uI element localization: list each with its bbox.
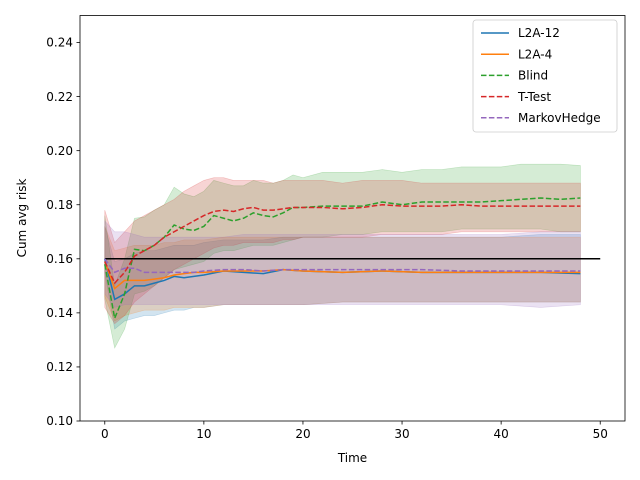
y-tick-label: 0.12 [46,360,73,374]
y-tick-label: 0.16 [46,252,73,266]
y-tick-label: 0.14 [46,306,73,320]
y-tick-label: 0.22 [46,90,73,104]
series-line-blind [104,197,581,321]
band-markovhedge [104,220,581,308]
confidence-bands [104,163,581,349]
plot-frame [79,15,626,422]
x-tick-label: 30 [394,427,409,441]
series-line-markovhedge [104,258,581,274]
band-l2a-4 [104,226,581,322]
x-axis-label: Time [337,451,367,465]
x-tick-label: 0 [101,427,109,441]
legend-label-l2a-12: L2A-12 [518,26,560,40]
band-l2a-12 [104,226,581,330]
legend-label-blind: Blind [518,69,548,83]
x-axis-ticks: 0 10 20 30 40 50 [101,421,608,441]
y-axis-label: Cum avg risk [15,179,29,258]
legend-label-t-test: T-Test [517,90,551,104]
y-tick-label: 0.10 [46,414,73,428]
series-line-t-test [104,203,581,285]
legend-box [472,19,618,133]
band-t-test [104,177,581,325]
legend-label-l2a-4: L2A-4 [518,47,552,61]
y-tick-label: 0.18 [46,198,73,212]
x-tick-label: 50 [593,427,608,441]
x-tick-label: 40 [493,427,508,441]
series-line-l2a-4 [104,261,581,290]
legend-label-markovhedge: MarkovHedge [518,111,601,125]
y-tick-label: 0.20 [46,144,73,158]
series-lines [104,197,581,321]
y-tick-label: 0.24 [46,36,73,50]
x-tick-label: 10 [196,427,211,441]
x-tick-label: 20 [295,427,310,441]
y-axis-ticks: 0.10 0.12 0.14 0.16 0.18 0.20 0.22 0.24 [46,36,80,428]
legend: L2A-12 L2A-4 Blind T-Test MarkovHedge [472,19,618,133]
